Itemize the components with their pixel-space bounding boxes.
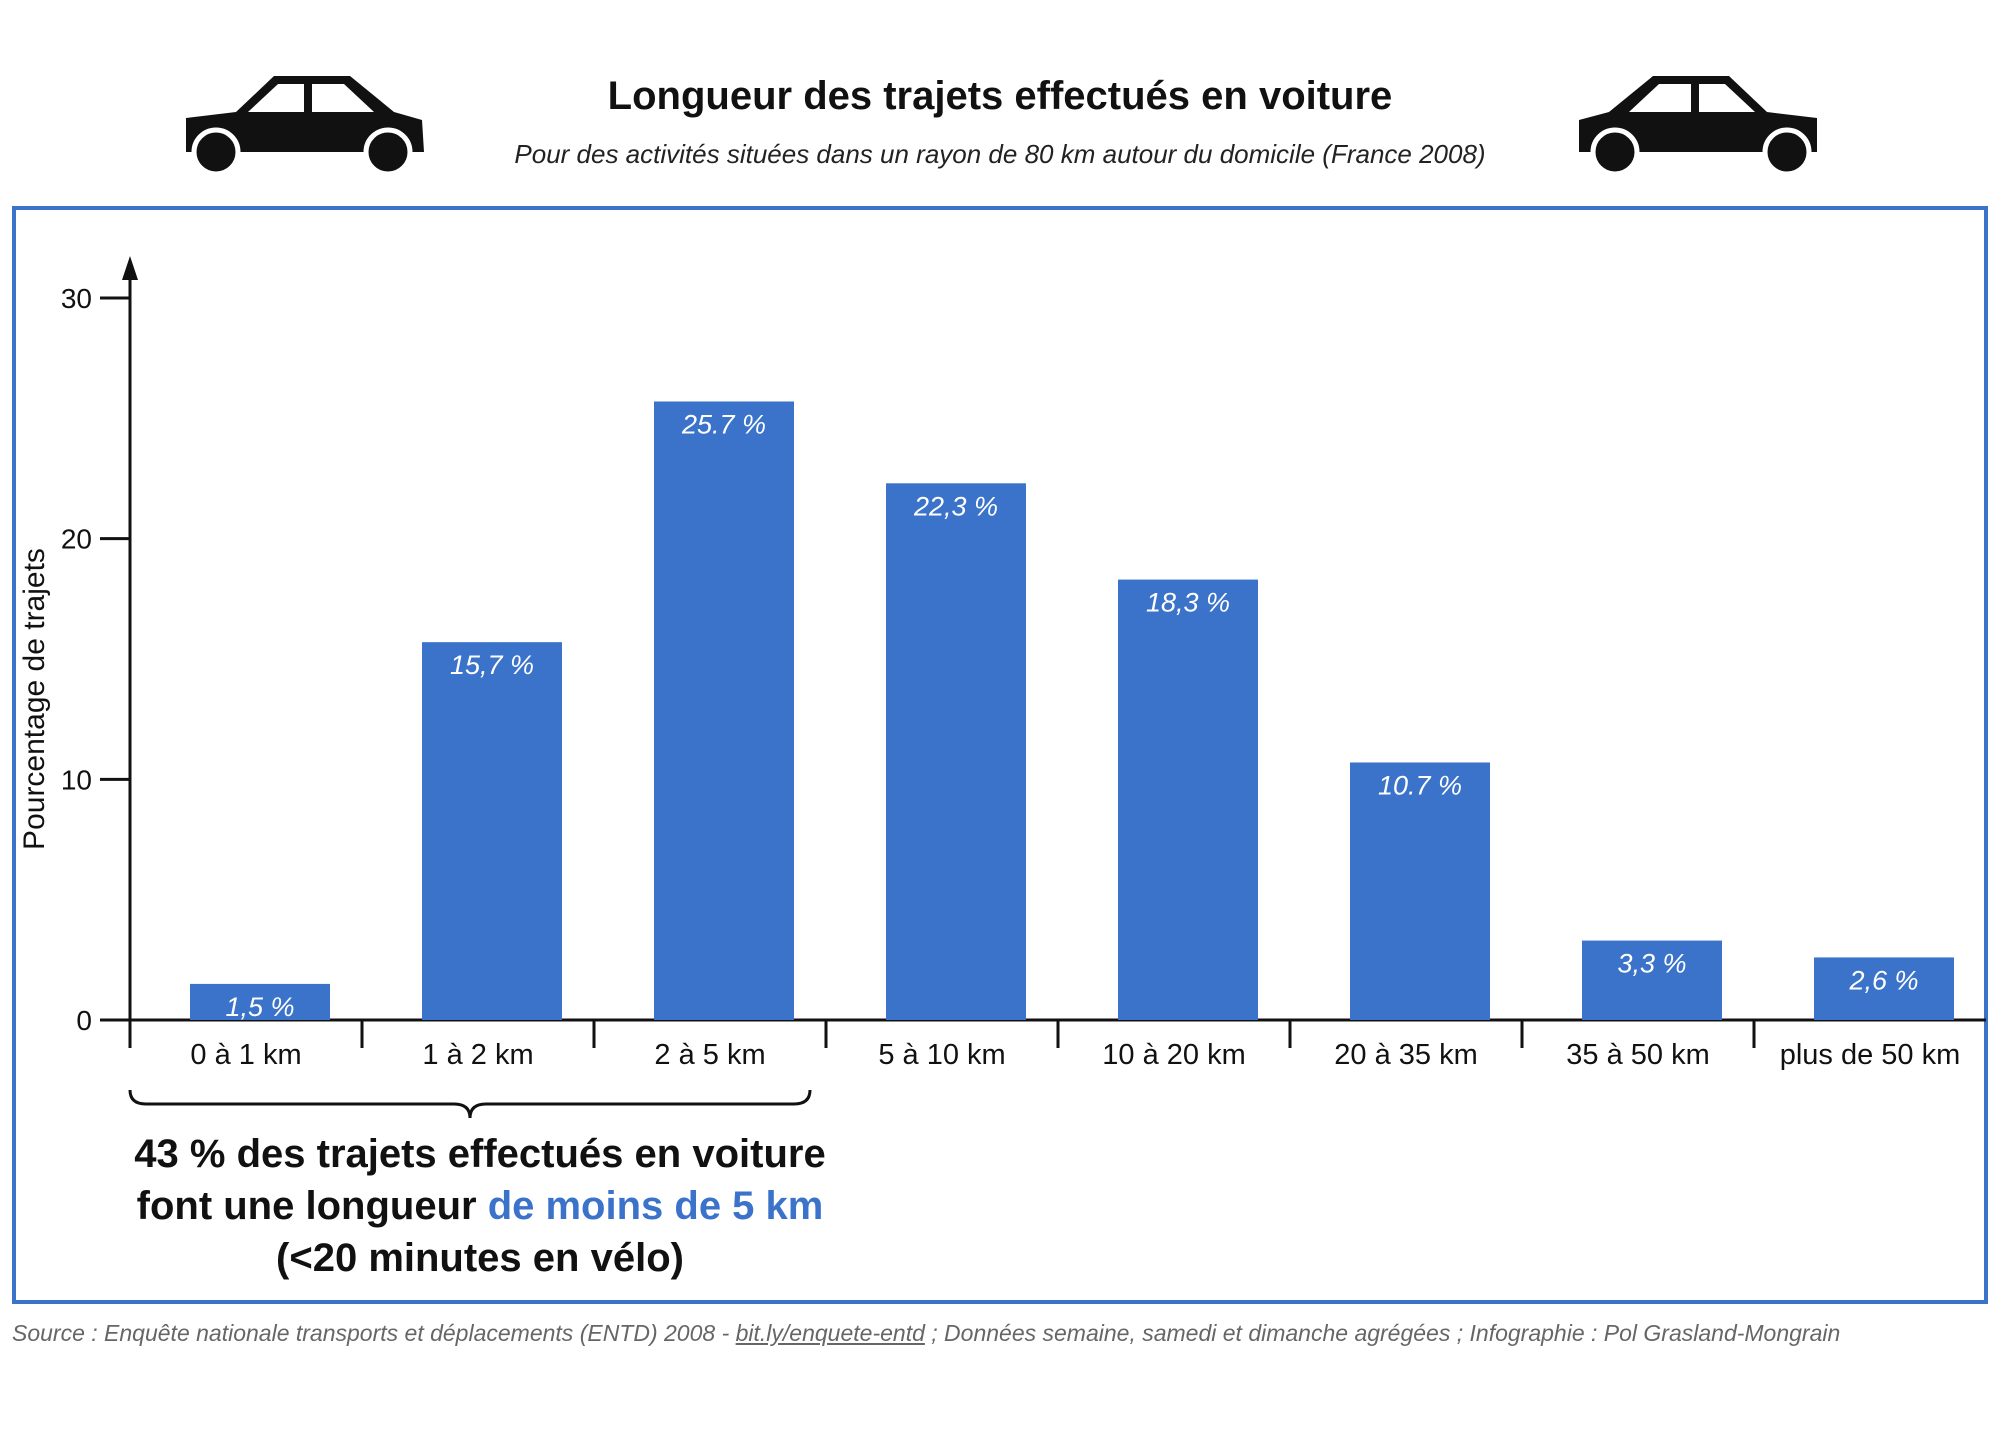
bar-value-label: 1,5 % [225, 992, 294, 1022]
x-tick-label: 1 à 2 km [422, 1039, 533, 1071]
annotation: 43 % des trajets effectués en voiture fo… [100, 1128, 860, 1284]
car-icon [1575, 68, 1825, 183]
x-tick-label: 35 à 50 km [1566, 1039, 1709, 1071]
source-link[interactable]: bit.ly/enquete-entd [735, 1320, 925, 1346]
bar [1118, 579, 1258, 1020]
bar [886, 483, 1026, 1020]
bar-value-label: 10.7 % [1378, 770, 1462, 800]
annotation-line-2-prefix: font une longueur [136, 1184, 488, 1228]
bar-value-label: 3,3 % [1617, 949, 1686, 979]
x-tick-label: 2 à 5 km [654, 1039, 765, 1071]
bar-value-label: 25.7 % [681, 409, 766, 439]
source-prefix: Source : Enquête nationale transports et… [12, 1320, 736, 1346]
x-tick-label: 10 à 20 km [1102, 1039, 1245, 1071]
bar [190, 983, 330, 1020]
y-tick-label: 20 [61, 524, 92, 555]
annotation-highlight: de moins de 5 km [487, 1184, 824, 1228]
bar [654, 401, 794, 1020]
bar-value-label: 18,3 % [1146, 588, 1230, 618]
car-icon [178, 68, 428, 183]
brace [128, 1089, 812, 1119]
bar [1582, 940, 1722, 1020]
chart-title: Longueur des trajets effectués en voitur… [607, 74, 1393, 118]
annotation-line-2: font une longueur de moins de 5 km [100, 1180, 860, 1232]
x-tick-label: plus de 50 km [1780, 1039, 1961, 1071]
source-note: Source : Enquête nationale transports et… [12, 1320, 1840, 1347]
x-tick-label: 0 à 1 km [190, 1039, 301, 1071]
y-tick-label: 30 [61, 283, 92, 314]
bar-value-label: 15,7 % [450, 650, 534, 680]
chart-frame [12, 206, 1988, 1304]
source-suffix: ; Données semaine, samedi et dimanche ag… [924, 1320, 1841, 1346]
annotation-line-3: (<20 minutes en vélo) [276, 1236, 684, 1280]
bar [1350, 762, 1490, 1020]
y-axis-arrow [122, 256, 138, 280]
bar [422, 642, 562, 1020]
annotation-line-1: 43 % des trajets effectués en voiture [134, 1132, 826, 1176]
y-tick-label: 0 [76, 1005, 92, 1036]
y-tick-label: 10 [61, 764, 92, 795]
bar [1814, 957, 1954, 1020]
bar-value-label: 22,3 % [913, 491, 998, 521]
bar-value-label: 2,6 % [1848, 965, 1918, 995]
x-tick-label: 5 à 10 km [878, 1039, 1005, 1071]
y-axis-title: Pourcentage de trajets [18, 548, 51, 850]
chart-subtitle: Pour des activités situées dans un rayon… [514, 139, 1486, 169]
x-tick-label: 20 à 35 km [1334, 1039, 1477, 1071]
